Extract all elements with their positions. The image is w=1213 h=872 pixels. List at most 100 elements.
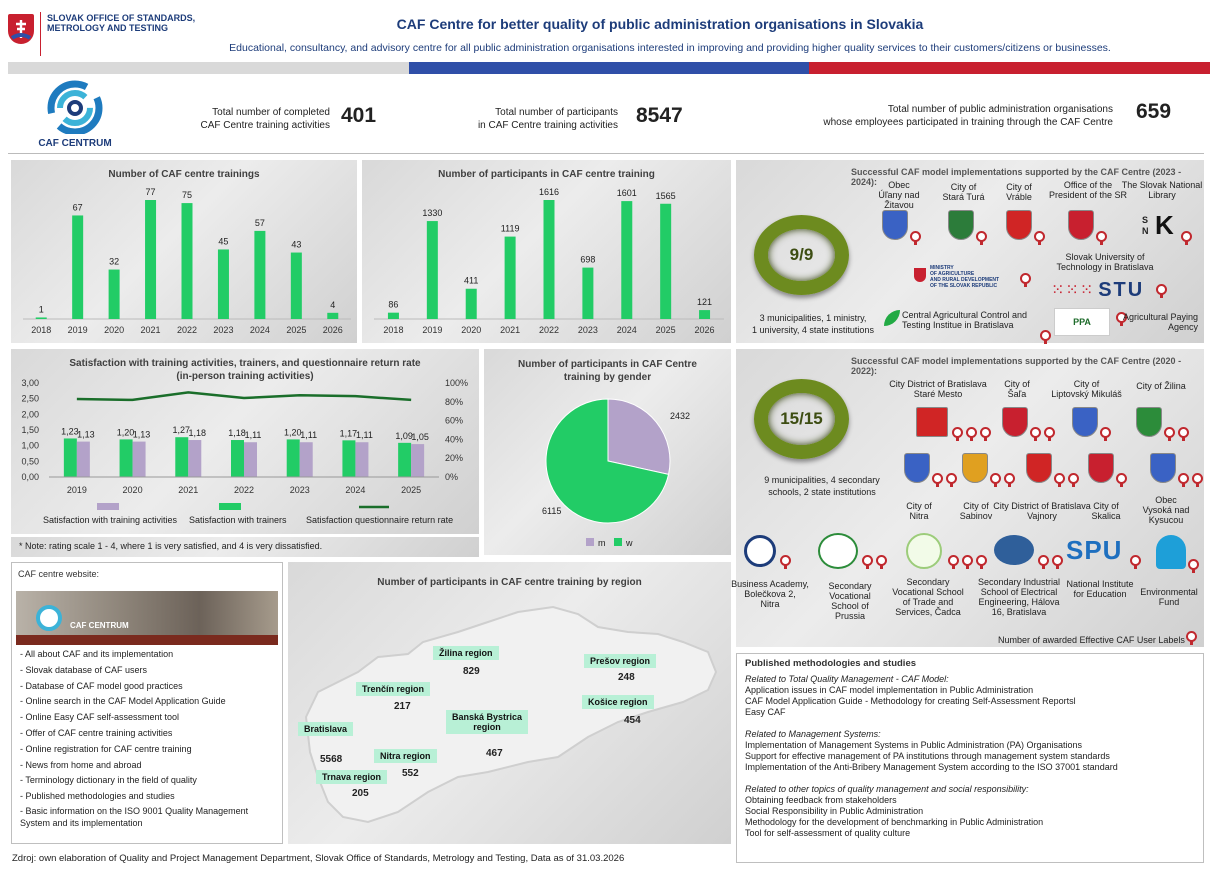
bar-value-label: 57 bbox=[255, 218, 265, 228]
liptovsky-mikulas-crest-icon bbox=[1072, 407, 1098, 437]
bar-value-label: 1,13 bbox=[77, 430, 95, 440]
award-badge-icon bbox=[952, 427, 963, 441]
rating-note-panel: * Note: rating scale 1 - 4, where 1 is v… bbox=[11, 537, 479, 557]
org-stare-mesto: City District of Bratislava Staré Mesto bbox=[889, 379, 987, 399]
nitra-crest-icon bbox=[904, 453, 930, 483]
award-badge-icon bbox=[1068, 473, 1079, 487]
website-feature-item[interactable]: - Online registration for CAF centre tra… bbox=[20, 743, 192, 754]
methodology-item[interactable]: Support for effective management of PA i… bbox=[745, 751, 1110, 761]
y2-tick-label: 0% bbox=[445, 472, 458, 482]
stu-logo-text: STU bbox=[1098, 278, 1145, 301]
org-cadca-school: Secondary Vocational School of Trade and… bbox=[892, 577, 964, 617]
award-badge-icon bbox=[932, 473, 943, 487]
x-tick-label: 2018 bbox=[31, 325, 51, 335]
award-badge-icon bbox=[780, 555, 791, 569]
website-banner-logo-icon bbox=[36, 605, 62, 631]
org-electrical-school: Secondary Industrial School of Electrica… bbox=[977, 577, 1061, 617]
region-map-panel: Number of participants in CAF centre tra… bbox=[288, 562, 731, 844]
website-feature-item[interactable]: - Offer of CAF centre training activitie… bbox=[20, 727, 173, 738]
bar-value-label: 411 bbox=[464, 276, 478, 286]
methodology-item[interactable]: Easy CAF bbox=[745, 707, 786, 717]
award-badge-icon bbox=[1192, 473, 1203, 487]
org-paying-agency: Agricultural Paying Agency bbox=[1122, 312, 1198, 332]
methodology-item[interactable]: Obtaining feedback from stakeholders bbox=[745, 795, 897, 805]
trainings-chart-title: Number of CAF centre trainings bbox=[108, 169, 260, 180]
gender-chart-panel: Number of participants in CAF Centre tra… bbox=[484, 349, 731, 555]
y2-tick-label: 20% bbox=[445, 453, 463, 463]
y-tick-label: 0,00 bbox=[21, 472, 39, 482]
methodology-item[interactable]: Application issues in CAF model implemen… bbox=[745, 685, 1034, 695]
website-feature-item[interactable]: - Terminology dictionary in the field of… bbox=[20, 775, 197, 786]
award-badge-icon bbox=[910, 231, 921, 245]
impl-2020-panel: Successful CAF model implementations sup… bbox=[731, 349, 1204, 647]
y2-tick-label: 60% bbox=[445, 416, 463, 426]
snk-k-icon: K bbox=[1155, 210, 1174, 240]
bar-value-label: 1,11 bbox=[245, 430, 262, 440]
org-sala: City of Šaľa bbox=[1004, 379, 1030, 399]
impl-2020-title: Successful CAF model implementations sup… bbox=[851, 356, 1182, 376]
stare-mesto-crest-icon bbox=[916, 407, 948, 437]
pie-value-label: 2432 bbox=[670, 411, 690, 421]
methodology-item[interactable]: Social Responsibility in Public Administ… bbox=[745, 806, 924, 816]
bar bbox=[699, 310, 711, 319]
caf-logo-icon bbox=[47, 80, 103, 136]
region-value: 454 bbox=[624, 715, 641, 726]
legend-swatch-w bbox=[614, 538, 622, 546]
bar-trainers bbox=[119, 439, 133, 477]
bar-value-label: 1119 bbox=[501, 224, 520, 234]
org-president-office: Office of the President of the SR bbox=[1048, 180, 1128, 200]
participants-chart-title: Number of participants in CAF centre tra… bbox=[438, 169, 655, 180]
website-feature-item[interactable]: - Slovak database of CAF users bbox=[20, 664, 148, 675]
website-feature-item[interactable]: - Basic information on the ISO 9001 Qual… bbox=[20, 805, 249, 828]
ministry-logo: MINISTRY OF AGRICULTURE AND RURAL DEVELO… bbox=[914, 265, 1014, 295]
org-national-library: The Slovak National Library bbox=[1121, 180, 1203, 200]
ppa-logo: PPA bbox=[1054, 308, 1110, 336]
trainings-chart: 1 2018 67 2019 32 2020 77 2021 75 2022 45 2023 57 202… bbox=[23, 187, 351, 335]
methodology-item[interactable]: Implementation of Management Systems in … bbox=[745, 740, 1082, 750]
orgs-total-value: 659 bbox=[1136, 100, 1172, 123]
x-tick-label: 2024 bbox=[617, 325, 637, 335]
website-banner[interactable]: CAF CENTRUM bbox=[16, 591, 278, 645]
region-label: Žilina region bbox=[433, 646, 499, 660]
ministry-logo-text: MINISTRY OF AGRICULTURE AND RURAL DEVELO… bbox=[930, 265, 1000, 289]
methodology-item[interactable]: CAF Model Application Guide - Methodolog… bbox=[745, 696, 1076, 706]
bar-activities bbox=[299, 442, 313, 477]
website-feature-item[interactable]: - News from home and abroad bbox=[20, 759, 142, 770]
legend-swatch-trainers bbox=[219, 503, 241, 510]
website-feature-item[interactable]: - Online search in the CAF Model Applica… bbox=[20, 696, 226, 707]
x-tick-label: 2020 bbox=[123, 485, 143, 495]
award-badge-icon bbox=[1188, 559, 1199, 573]
x-tick-label: 2022 bbox=[234, 485, 254, 495]
award-badge-icon bbox=[966, 427, 977, 441]
satisfaction-chart-panel: Satisfaction with training activities, t… bbox=[11, 349, 479, 534]
header-divider bbox=[40, 12, 41, 56]
methodology-item[interactable]: Implementation of the Anti-Bribery Manag… bbox=[745, 762, 1118, 772]
website-feature-item[interactable]: - Database of CAF model good practices bbox=[20, 680, 183, 691]
y-tick-label: 1,50 bbox=[21, 425, 39, 435]
website-feature-item[interactable]: - All about CAF and its implementation bbox=[20, 649, 174, 659]
ring-9-text: 9/9 bbox=[789, 245, 814, 264]
gender-chart-title: Number of participants in CAF Centre tra… bbox=[518, 359, 697, 383]
x-tick-label: 2020 bbox=[461, 325, 481, 335]
x-tick-label: 2023 bbox=[578, 325, 598, 335]
bar-value-label: 1,17 bbox=[340, 428, 358, 438]
bar bbox=[387, 312, 399, 319]
participants-total-label: Total number of participants in CAF Cent… bbox=[477, 107, 618, 131]
methodology-item[interactable]: Tool for self-assessment of quality cult… bbox=[745, 828, 911, 838]
award-badge-icon bbox=[976, 555, 987, 569]
trainings-chart-panel: Number of CAF centre trainings 1 2018 67 20… bbox=[11, 160, 357, 343]
ring-9-icon: 9/9 bbox=[754, 215, 849, 295]
website-feature-item[interactable]: - Online Easy CAF self-assessment tool bbox=[20, 712, 180, 723]
region-label: Košice region bbox=[582, 695, 654, 709]
flag-stripe bbox=[8, 62, 1211, 74]
stats-divider bbox=[8, 153, 1204, 154]
award-badge-icon bbox=[1116, 473, 1127, 487]
methodology-item[interactable]: Methodology for the development of bench… bbox=[745, 817, 1044, 827]
bar-value-label: 1330 bbox=[422, 208, 442, 218]
trainings-total-value: 401 bbox=[341, 104, 377, 127]
return-rate-line bbox=[76, 391, 412, 402]
page-title: CAF Centre for better quality of public … bbox=[396, 16, 924, 32]
business-academy-logo-icon bbox=[744, 535, 776, 567]
website-feature-item[interactable]: - Published methodologies and studies bbox=[20, 791, 175, 802]
pie-value-label: 6115 bbox=[542, 506, 561, 516]
